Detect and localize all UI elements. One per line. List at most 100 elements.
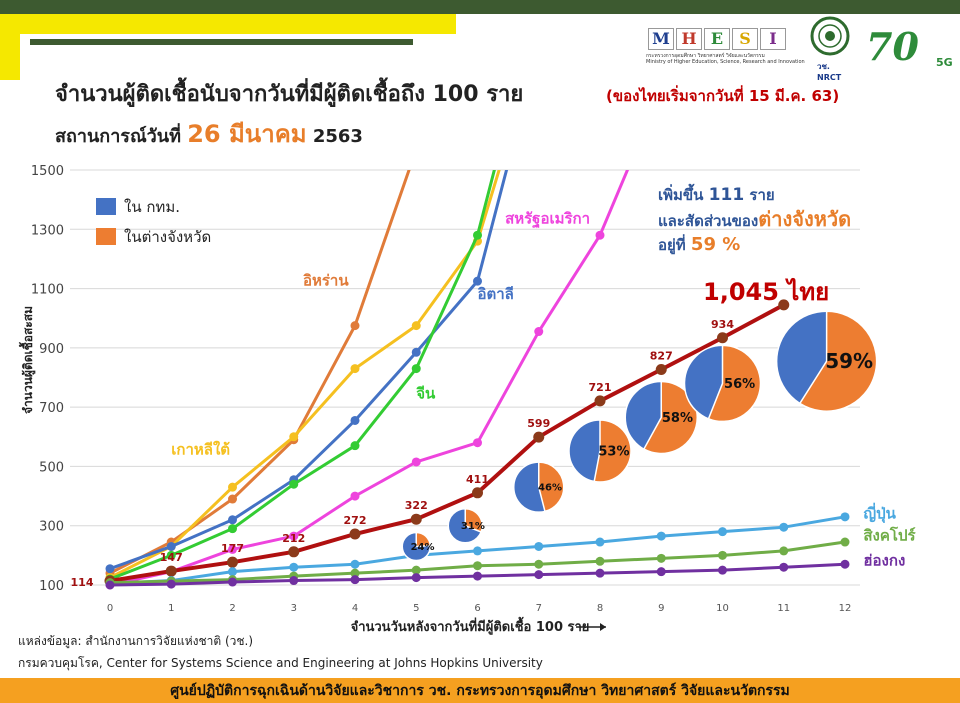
subtitle-date: 26 มีนาคม — [187, 120, 307, 148]
data-point — [228, 544, 237, 554]
data-point — [779, 546, 789, 556]
thai-point-label: 114 — [71, 576, 94, 589]
legend-swatch — [96, 228, 116, 245]
nrct-seal-icon — [810, 16, 850, 56]
data-point — [228, 482, 237, 492]
data-point — [228, 524, 237, 534]
data-point — [472, 487, 483, 499]
data-point — [840, 512, 850, 522]
series-label: ฮ่องกง — [863, 552, 905, 570]
data-point — [350, 415, 360, 425]
info-line3-prefix: อยู่ที่ — [658, 236, 686, 254]
series-line — [109, 170, 411, 575]
info-province-highlight: ต่างจังหวัด — [758, 207, 852, 231]
nrct-label: วช. NRCT — [817, 60, 841, 82]
footer-bar — [0, 678, 960, 703]
header-divider — [30, 39, 413, 45]
data-point — [105, 580, 115, 590]
data-point — [473, 438, 482, 448]
data-point — [165, 565, 177, 577]
y-tick-label: 1300 — [31, 223, 64, 238]
data-point — [411, 565, 421, 575]
data-point — [655, 363, 667, 375]
data-point — [595, 568, 605, 578]
y-tick-label: 500 — [39, 460, 64, 475]
mhesi-letter: M — [648, 28, 674, 50]
yellow-accent-left — [0, 14, 20, 80]
data-point — [534, 327, 544, 337]
series-label: สิงคโปร์ — [863, 526, 916, 545]
seventy-years-logo: 70 5G — [866, 24, 953, 69]
pie-label: 53% — [598, 445, 629, 460]
series-group — [104, 170, 850, 590]
pie-slice-province — [593, 419, 632, 483]
data-point — [778, 299, 790, 311]
thai-point-label: 827 — [650, 349, 673, 362]
thai-point-label: 934 — [711, 318, 734, 331]
data-point — [656, 567, 666, 577]
mhesi-sub-en: Ministry of Higher Education, Science, R… — [646, 59, 805, 65]
nrct-th: วช. — [817, 62, 830, 71]
data-point — [105, 564, 115, 574]
x-tick-label: 0 — [107, 603, 113, 614]
series-label: ญี่ปุ่น — [863, 502, 896, 523]
data-point — [350, 559, 360, 569]
pie-slice-province — [538, 461, 565, 513]
x-tick-label: 6 — [474, 603, 480, 614]
yellow-accent-top — [20, 14, 456, 34]
thai-point-label: 177 — [221, 542, 244, 555]
data-point — [534, 559, 544, 569]
y-tick-label: 700 — [39, 401, 64, 416]
mhesi-letter: I — [760, 28, 786, 50]
data-point — [718, 550, 727, 560]
data-point — [779, 522, 789, 532]
data-point — [840, 537, 850, 547]
data-point — [166, 541, 176, 551]
footer-text: ศูนย์ปฏิบัติการฉุกเฉินด้านวิจัยและวิชากา… — [170, 683, 790, 699]
data-point — [534, 541, 544, 551]
data-point — [534, 570, 544, 580]
y-axis-title: จำนวนผู้ติดเชื้อสะสม — [18, 306, 36, 414]
seventy-text: 70 — [866, 24, 919, 69]
thai-point-label: 212 — [282, 532, 305, 545]
data-point — [349, 528, 361, 540]
data-point — [718, 527, 727, 537]
data-point — [473, 571, 482, 581]
series-line — [109, 170, 509, 571]
data-point — [779, 562, 789, 572]
pie-label: 46% — [538, 483, 562, 494]
data-point — [411, 457, 421, 467]
mhesi-letter: E — [704, 28, 730, 50]
pie-slice-province — [642, 380, 698, 455]
data-point — [473, 276, 482, 286]
data-point — [411, 347, 421, 357]
top-bar — [0, 0, 960, 14]
data-point — [473, 230, 482, 240]
data-point — [288, 546, 300, 558]
data-point — [473, 546, 482, 556]
data-point — [289, 531, 299, 541]
info-box: เพิ่มขึ้น 111 ราย และสัดส่วนของต่างจังหว… — [658, 183, 851, 257]
pie-slice-province — [707, 344, 762, 423]
data-point — [350, 321, 360, 331]
data-point — [411, 364, 421, 374]
x-tick-label: 8 — [597, 603, 603, 614]
legend-label: ในต่างจังหวัด — [124, 228, 211, 246]
data-point — [228, 567, 237, 577]
data-point — [227, 556, 238, 568]
info-line1-prefix: เพิ่มขึ้น — [658, 186, 704, 204]
thai-point-label: 721 — [589, 381, 612, 394]
x-tick-label: 12 — [839, 603, 852, 614]
y-tick-label: 300 — [39, 520, 64, 535]
y-tick-label: 100 — [39, 579, 64, 594]
y-tick-label: 1100 — [31, 283, 64, 298]
series-line — [109, 303, 785, 583]
subtitle-year: 2563 — [312, 126, 363, 147]
mhesi-sub-th: กระทรวงการอุดมศึกษา วิทยาศาสตร์ วิจัยและ… — [646, 53, 765, 59]
pie-slice-province — [415, 531, 432, 548]
data-point — [594, 395, 606, 407]
data-point — [533, 431, 545, 443]
data-point — [717, 332, 728, 344]
mhesi-letter: S — [732, 28, 758, 50]
info-line3: อยู่ที่ 59 % — [658, 233, 851, 257]
